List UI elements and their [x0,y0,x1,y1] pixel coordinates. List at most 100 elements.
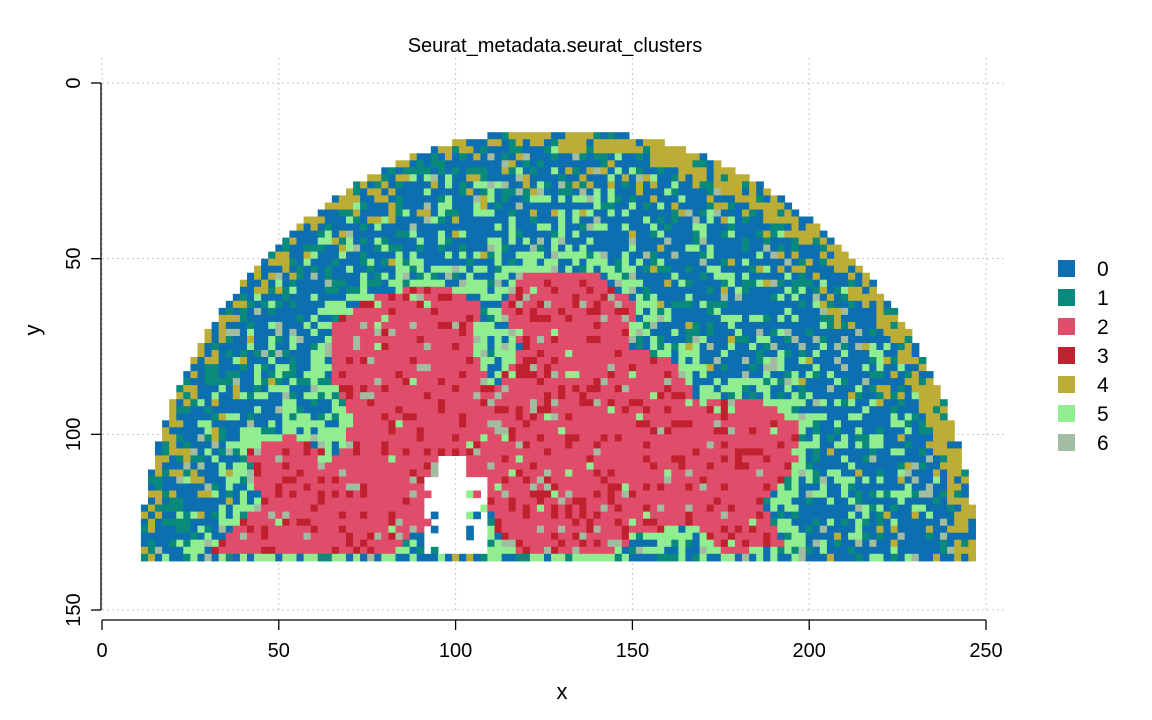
cluster-tile-2 [402,469,411,478]
cluster-tile-0 [416,181,425,190]
cluster-tile-2 [395,434,404,442]
cluster-tile-0 [565,209,573,218]
cluster-tile-4 [338,202,347,211]
cluster-tile-1 [296,314,305,323]
cluster-tile-2 [445,434,453,442]
cluster-tile-2 [522,392,531,400]
cluster-tile-3 [282,448,290,457]
cluster-tile-0 [826,546,835,555]
cluster-tile-1 [211,364,220,372]
cluster-tile-2 [289,504,298,513]
cluster-tile-5 [395,286,404,295]
cluster-tile-2 [416,504,425,513]
cluster-tile-5 [487,209,496,218]
cluster-tile-0 [805,406,814,414]
cluster-tile-2 [388,434,397,442]
cluster-tile-5 [593,553,602,562]
cluster-tile-0 [190,406,199,414]
cluster-tile-2 [402,420,411,428]
cluster-tile-5 [508,350,517,358]
cluster-tile-5 [480,209,489,218]
cluster-tile-0 [388,237,397,246]
cluster-tile-0 [713,286,722,295]
cluster-tile-2 [756,455,764,464]
cluster-tile-0 [211,504,220,513]
cluster-tile-0 [819,357,828,365]
cluster-tile-2 [494,462,503,471]
cluster-tile-2 [678,483,687,492]
cluster-tile-3 [643,518,651,527]
cluster-tile-0 [749,357,757,365]
cluster-tile-2 [494,448,503,457]
cluster-tile-6 [699,483,708,492]
cluster-tile-0 [331,209,340,218]
cluster-tile-0 [742,343,750,351]
cluster-tile-3 [628,364,637,372]
cluster-tile-2 [275,539,283,548]
cluster-tile-4 [501,167,510,175]
cluster-tile-2 [756,525,764,534]
cluster-tile-0 [650,272,658,281]
cluster-tile-5 [473,181,481,190]
cluster-tile-1 [381,174,389,182]
cluster-tile-2 [430,392,439,400]
cluster-tile-0 [756,223,764,232]
cluster-tile-1 [239,455,248,464]
cluster-tile-2 [749,413,757,421]
cluster-tile-0 [360,209,368,218]
cluster-tile-0 [551,216,559,225]
cluster-tile-5 [437,202,446,211]
cluster-tile-1 [812,371,821,379]
cluster-tile-5 [275,364,283,372]
cluster-tile-5 [826,518,835,527]
cluster-tile-2 [381,532,389,541]
cluster-tile-5 [635,307,644,316]
cluster-tile-0 [367,244,375,253]
cluster-tile-6 [353,343,361,351]
cluster-tile-0 [197,532,206,541]
cluster-tile-2 [558,546,566,555]
cluster-tile-5 [239,434,248,442]
cluster-tile-1 [798,272,807,281]
cluster-tile-3 [480,399,489,407]
cluster-tile-2 [430,399,439,407]
cluster-tile-3 [749,427,757,435]
cluster-tile-5 [727,539,736,548]
cluster-tile-0 [459,272,467,281]
cluster-tile-3 [402,448,411,457]
cluster-tile-0 [635,216,644,225]
cluster-tile-1 [402,258,411,267]
cluster-tile-2 [346,314,354,323]
cluster-tile-0 [324,293,333,302]
cluster-tile-0 [232,399,241,407]
cluster-tile-2 [423,321,432,330]
cluster-tile-1 [685,300,694,309]
cluster-tile-0 [536,209,545,218]
cluster-tile-0 [805,265,814,274]
cluster-tile-2 [487,490,496,499]
cluster-tile-0 [268,293,276,302]
cluster-tile-0 [798,293,807,302]
cluster-tile-2 [749,406,757,414]
cluster-tile-2 [508,413,517,421]
cluster-tile-0 [409,244,418,253]
cluster-tile-6 [310,272,319,281]
cluster-tile-2 [529,455,538,464]
cluster-tile-5 [628,202,637,211]
cluster-tile-1 [268,286,276,295]
cluster-tile-2 [239,525,248,534]
cluster-tile-6 [501,427,510,435]
cluster-tile-2 [416,307,425,316]
cluster-tile-4 [777,216,786,225]
cluster-tile-2 [536,343,545,351]
cluster-tile-0 [734,202,743,211]
cluster-tile-2 [572,462,580,471]
cluster-tile-2 [657,441,665,450]
cluster-tile-1 [437,195,446,204]
cluster-tile-2 [261,441,269,450]
cluster-tile-2 [494,469,503,478]
cluster-tile-4 [699,174,708,182]
cluster-tile-5 [353,553,361,562]
cluster-tile-0 [614,209,623,218]
